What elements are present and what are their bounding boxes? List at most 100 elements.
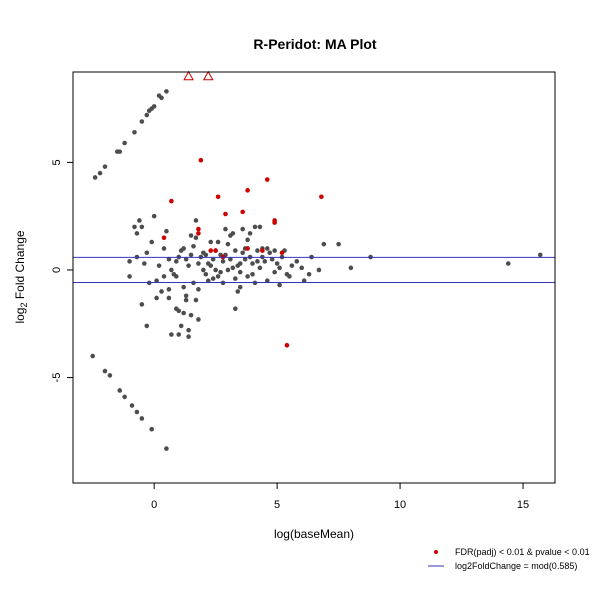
y-tick-label: 0: [51, 267, 63, 273]
data-point: [193, 297, 199, 303]
data-point: [242, 256, 248, 262]
data-point: [201, 267, 206, 273]
data-point: [299, 265, 305, 271]
data-point: [134, 409, 140, 415]
data-point: [215, 194, 221, 200]
data-point: [316, 267, 322, 273]
data-point: [240, 209, 245, 215]
data-point: [203, 252, 209, 258]
data-point: [139, 302, 145, 307]
data-point: [348, 265, 354, 271]
data-point: [225, 241, 231, 247]
data-point: [97, 170, 103, 176]
data-point: [228, 256, 233, 262]
data-point: [169, 332, 174, 337]
data-point: [319, 194, 324, 200]
data-point: [169, 198, 174, 204]
data-point: [173, 274, 179, 279]
data-point: [205, 261, 211, 266]
data-point: [233, 276, 238, 281]
data-point: [169, 267, 174, 273]
data-point: [117, 149, 123, 154]
data-point: [139, 119, 145, 124]
y-tick-label: 5: [51, 159, 63, 165]
data-point: [161, 235, 167, 240]
data-point: [210, 276, 216, 281]
data-point: [215, 274, 221, 279]
data-point: [186, 263, 191, 268]
legend-entry-significant: FDR(padj) < 0.01 & pvalue < 0.01: [455, 547, 590, 557]
x-tick-label: 0: [151, 499, 157, 511]
data-point: [164, 228, 169, 234]
data-point: [191, 243, 196, 249]
data-point: [102, 164, 108, 169]
data-point: [193, 218, 199, 223]
data-point: [117, 388, 123, 393]
data-point: [183, 297, 189, 303]
data-point: [161, 246, 167, 251]
data-point: [154, 278, 159, 284]
data-point: [127, 274, 132, 279]
threshold-lines: [73, 256, 555, 284]
data-point: [166, 256, 172, 262]
data-point: [176, 308, 182, 314]
data-point: [107, 373, 113, 378]
x-axis: 0 5 10 15: [151, 483, 529, 511]
data-point: [90, 353, 95, 359]
data-point: [198, 157, 204, 163]
data-point: [257, 224, 263, 230]
data-point: [144, 323, 150, 329]
data-point: [176, 332, 182, 337]
data-point: [240, 226, 245, 232]
data-point: [279, 250, 285, 256]
x-axis-label: log(baseMean): [274, 527, 354, 541]
data-point: [272, 220, 277, 225]
data-point: [208, 248, 214, 253]
data-point: [188, 312, 194, 318]
data-point: [188, 252, 194, 258]
data-point: [178, 323, 184, 329]
data-point: [264, 278, 270, 284]
data-point: [220, 259, 226, 264]
x-tick-label: 10: [394, 499, 406, 511]
data-point: [132, 129, 137, 135]
chart-title: R-Peridot: MA Plot: [253, 36, 376, 52]
data-point: [255, 248, 260, 253]
data-point: [247, 231, 253, 236]
data-point: [181, 246, 186, 251]
data-point: [127, 259, 132, 264]
data-point: [237, 284, 243, 290]
data-point: [262, 259, 268, 264]
data-point: [223, 211, 228, 217]
data-point: [122, 140, 127, 146]
x-tick-label: 15: [517, 499, 529, 511]
data-point: [193, 235, 199, 240]
data-point: [289, 263, 295, 268]
data-point: [245, 246, 250, 251]
x-tick-label: 5: [274, 499, 280, 511]
data-point: [218, 269, 223, 275]
data-point: [183, 256, 189, 262]
data-point: [264, 177, 270, 182]
data-point: [132, 224, 137, 230]
data-point: [240, 250, 245, 256]
data-point: [196, 226, 201, 232]
data-point: [213, 248, 218, 253]
data-point: [301, 278, 307, 284]
data-point: [149, 106, 154, 111]
data-point: [102, 368, 108, 374]
data-point: [215, 239, 221, 245]
data-point: [255, 259, 260, 264]
data-point: [250, 261, 255, 266]
data-point: [245, 237, 250, 243]
y-axis: -5 0 5: [51, 159, 73, 382]
data-point: [164, 446, 169, 451]
data-point: [267, 250, 273, 256]
data-point: [274, 261, 280, 266]
data-point: [186, 327, 191, 333]
data-point: [537, 252, 543, 258]
data-point: [264, 246, 270, 251]
data-point: [122, 394, 127, 400]
data-point: [505, 261, 511, 266]
